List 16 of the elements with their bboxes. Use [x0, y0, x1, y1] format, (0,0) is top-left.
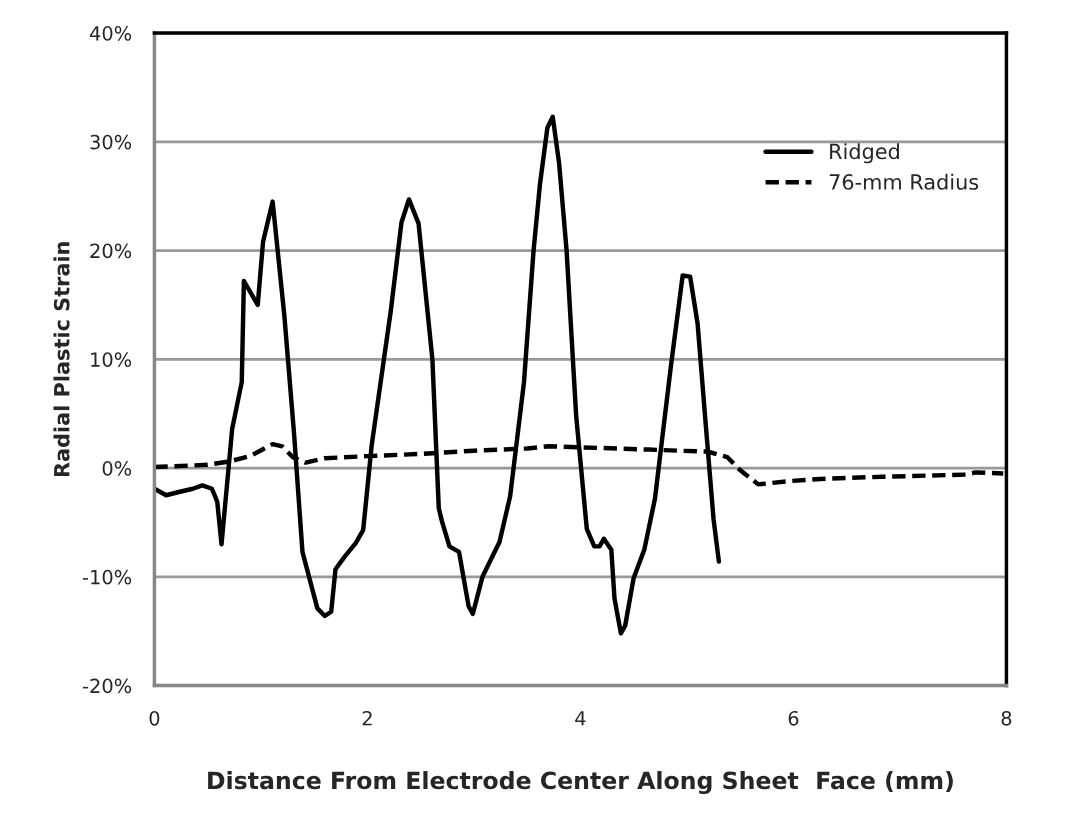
y-tick-label: 0%: [102, 461, 132, 476]
x-tick-label: 4: [575, 711, 586, 726]
x-tick-label: 2: [362, 710, 372, 726]
x-tick-label: 6: [788, 710, 799, 726]
y-axis-title: Radial Plastic Strain: [53, 242, 70, 477]
y-tick-label: -20%: [82, 678, 132, 694]
x-axis-title: Distance From Electrode Center Along Sheet Face (mm): [208, 771, 953, 795]
x-tick-label: 0: [149, 710, 160, 726]
y-tick-label: 20%: [90, 243, 132, 259]
y-tick-label: 30%: [90, 134, 132, 150]
y-tick-label: 10%: [91, 352, 132, 367]
legend-label: 76-mm Radius: [829, 173, 979, 190]
x-tick-label: 8: [1001, 710, 1012, 726]
y-tick-label: 40%: [89, 26, 132, 41]
y-tick-label: -10%: [82, 569, 132, 585]
legend-label: Ridged: [830, 143, 899, 164]
